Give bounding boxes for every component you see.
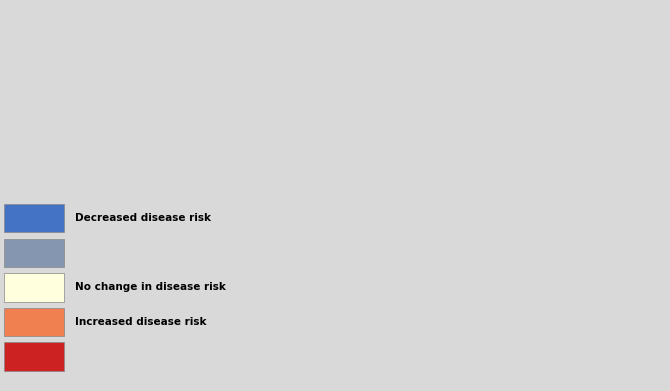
FancyBboxPatch shape <box>4 239 64 267</box>
FancyBboxPatch shape <box>4 308 64 336</box>
FancyBboxPatch shape <box>4 342 64 371</box>
Text: No change in disease risk: No change in disease risk <box>75 282 226 292</box>
Text: Increased disease risk: Increased disease risk <box>75 317 206 327</box>
FancyBboxPatch shape <box>4 273 64 301</box>
Text: Decreased disease risk: Decreased disease risk <box>75 213 211 223</box>
FancyBboxPatch shape <box>4 204 64 232</box>
